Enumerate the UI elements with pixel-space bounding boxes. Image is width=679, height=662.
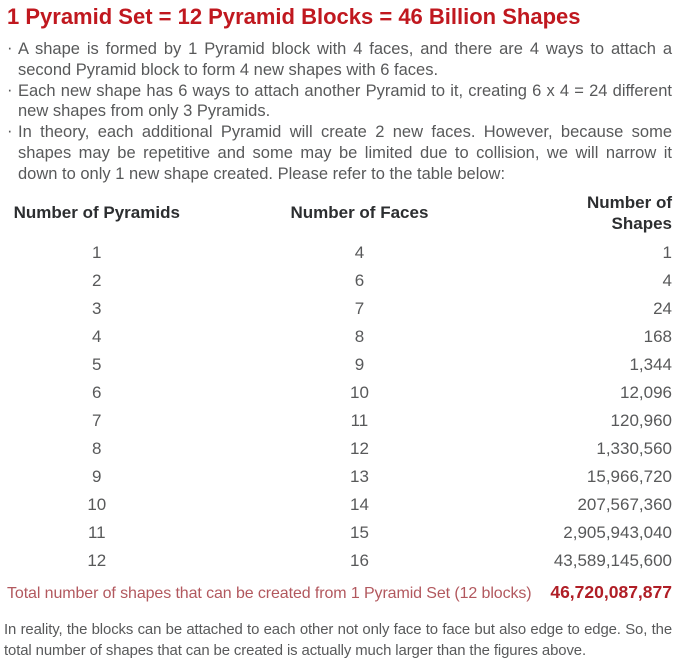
shapes-cell: 120,960	[610, 410, 672, 430]
pyramids-cell: 3	[92, 298, 102, 318]
faces-cell: 4	[354, 242, 365, 262]
faces-cell: 10	[349, 382, 369, 402]
pyramids-cell: 12	[87, 550, 107, 570]
pyramids-cell: 2	[92, 270, 102, 290]
shapes-cell: 43,589,145,600	[553, 550, 672, 570]
bullet-item: · Each new shape has 6 ways to attach ano…	[7, 81, 672, 123]
table-row: 1 4 1	[7, 239, 672, 267]
pyramids-cell: 7	[92, 410, 102, 430]
faces-cell: 12	[349, 438, 369, 458]
bullet-item: · A shape is formed by 1 Pyramid block wi…	[7, 39, 672, 81]
pyramids-cell: 8	[92, 438, 102, 458]
shapes-cell: 12,096	[620, 382, 672, 402]
pyramids-cell: 4	[92, 326, 102, 346]
shapes-cell: 1,344	[629, 354, 672, 374]
table-row: 7 11 120,960	[7, 407, 672, 435]
table-row: 12 16 43,589,145,600	[7, 547, 672, 575]
shapes-cell: 15,966,720	[586, 466, 672, 486]
shapes-cell: 207,567,360	[577, 494, 672, 514]
total-value: 46,720,087,877	[550, 581, 672, 602]
pyramids-cell: 10	[87, 494, 107, 514]
table-row: 6 10 12,096	[7, 379, 672, 407]
faces-cell: 6	[354, 270, 365, 290]
bullet-dot: ·	[7, 39, 13, 57]
table-row: 2 6 4	[7, 267, 672, 295]
shapes-cell: 24	[653, 298, 672, 318]
faces-cell: 7	[354, 298, 365, 318]
bullet-text: A shape is formed by 1 Pyramid block wit…	[18, 40, 672, 79]
bullet-dot: ·	[7, 122, 13, 141]
header-number-of-shapes: Number of Shapes	[587, 192, 672, 233]
pyramids-cell: 5	[92, 354, 102, 374]
intro-bullet-list: · A shape is formed by 1 Pyramid block wi…	[7, 39, 672, 185]
shapes-table: Number of Pyramids Number of Faces Numbe…	[7, 192, 672, 575]
table-row: 10 14 207,567,360	[7, 491, 672, 519]
table-row: 11 15 2,905,943,040	[7, 519, 672, 547]
faces-cell: 8	[354, 326, 365, 346]
pyramids-cell: 11	[87, 522, 106, 542]
pyramids-cell: 9	[92, 466, 102, 486]
faces-cell: 9	[354, 354, 365, 374]
table-row: 5 9 1,344	[7, 351, 672, 379]
faces-cell: 11	[350, 410, 369, 430]
table-row: 4 8 168	[7, 323, 672, 351]
header-number-of-faces: Number of Faces	[290, 203, 429, 223]
table-row: 8 12 1,330,560	[7, 435, 672, 463]
total-row: Total number of shapes that can be creat…	[7, 582, 672, 603]
faces-cell: 15	[349, 522, 369, 542]
pyramids-cell: 6	[92, 382, 102, 402]
shapes-cell: 4	[662, 270, 672, 290]
table-header-row: Number of Pyramids Number of Faces Numbe…	[7, 192, 672, 239]
header-number-of-pyramids: Number of Pyramids	[13, 203, 180, 223]
faces-cell: 13	[349, 466, 369, 486]
total-label: Total number of shapes that can be creat…	[7, 584, 532, 602]
shapes-cell: 1	[662, 242, 672, 262]
faces-cell: 14	[349, 494, 369, 514]
bullet-dot: ·	[7, 80, 13, 99]
shapes-cell: 2,905,943,040	[563, 522, 672, 542]
bullet-text: Each new shape has 6 ways to attach anot…	[18, 81, 672, 121]
bullet-text: In theory, each additional Pyramid will …	[18, 123, 672, 183]
faces-cell: 16	[349, 550, 369, 570]
table-row: 3 7 24	[7, 295, 672, 323]
bullet-item: · In theory, each additional Pyramid will…	[7, 122, 672, 184]
pyramids-cell: 1	[92, 242, 102, 262]
shapes-cell: 1,330,560	[596, 438, 672, 458]
page-title: 1 Pyramid Set = 12 Pyramid Blocks = 46 B…	[7, 4, 581, 29]
table-row: 9 13 15,966,720	[7, 463, 672, 491]
footer-note: In reality, the blocks can be attached t…	[4, 621, 672, 659]
shapes-cell: 168	[643, 326, 672, 346]
